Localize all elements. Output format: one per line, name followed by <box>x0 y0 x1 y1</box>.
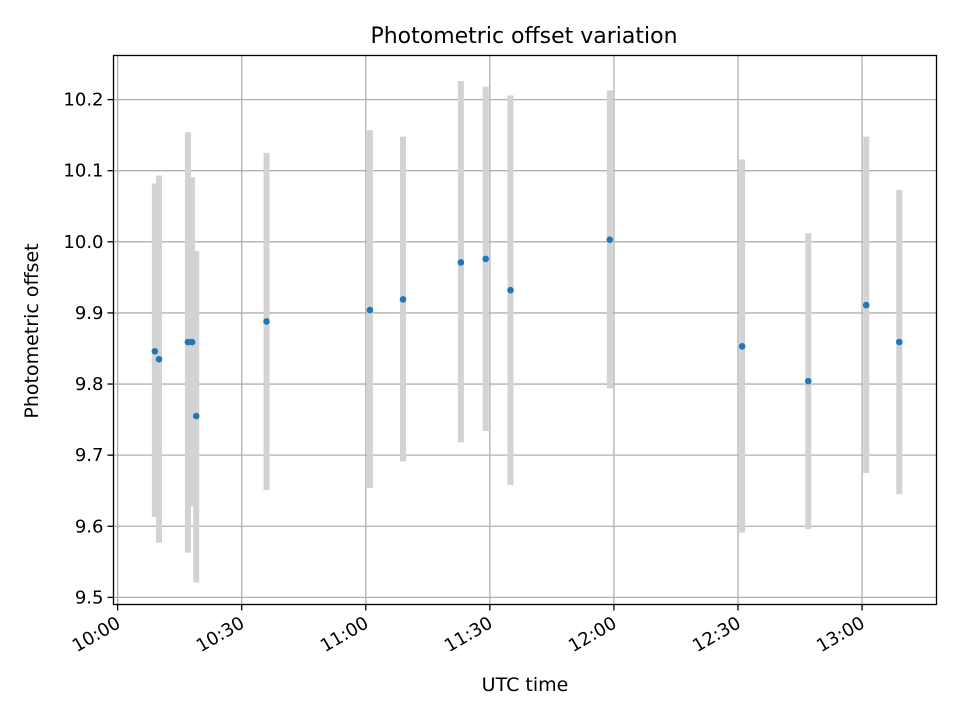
grid-layer <box>113 55 937 605</box>
y-tick-label: 9.8 <box>75 374 104 395</box>
data-point <box>507 286 514 294</box>
data-point <box>738 343 746 350</box>
x-tick-label: 12:00 <box>565 613 620 657</box>
data-point <box>151 348 159 355</box>
y-axis-label: Photometric offset <box>21 243 43 418</box>
data-point <box>188 338 196 346</box>
y-tick-label: 9.9 <box>75 303 104 324</box>
x-tick-label: 11:30 <box>441 613 496 657</box>
data-point <box>366 306 374 314</box>
data-point <box>457 259 465 266</box>
data-point <box>482 255 490 263</box>
x-tick-label: 11:00 <box>317 613 372 657</box>
x-tick-label: 10:00 <box>69 613 124 657</box>
y-tick-label: 9.6 <box>75 516 104 537</box>
errorbar-layer <box>151 81 903 583</box>
data-point <box>862 301 870 309</box>
data-point <box>895 338 903 346</box>
data-point <box>804 377 812 385</box>
plot-frame <box>112 54 938 606</box>
data-point <box>263 318 270 325</box>
data-point <box>155 355 163 363</box>
x-axis-ticks: 10:00 10:30 11:00 11:30 12:00 12:30 13:00 <box>69 604 869 657</box>
data-point <box>606 236 614 243</box>
y-tick-label: 9.5 <box>75 587 104 608</box>
x-tick-label: 12:30 <box>689 613 744 657</box>
x-axis-label: UTC time <box>482 674 569 696</box>
y-tick-label: 9.7 <box>75 445 104 466</box>
point-layer <box>151 236 903 420</box>
y-tick-label: 10.2 <box>63 90 103 111</box>
y-tick-label: 10.1 <box>63 161 103 182</box>
x-tick-label: 13:00 <box>813 613 868 657</box>
y-axis-ticks: 9.5 9.6 9.7 9.8 9.9 10.0 10.1 10.2 <box>63 90 114 608</box>
y-tick-label: 10.0 <box>63 232 103 253</box>
x-tick-label: 10:30 <box>193 613 248 657</box>
chart-title: Photometric offset variation <box>370 24 677 49</box>
data-point <box>192 412 200 420</box>
data-point <box>399 296 407 303</box>
